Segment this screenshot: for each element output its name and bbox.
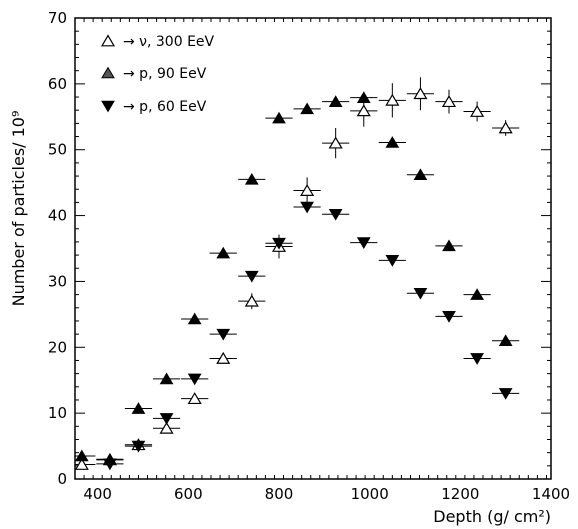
plot-frame <box>74 17 552 480</box>
x-tick-label: 800 <box>265 485 294 503</box>
data-point <box>300 201 314 214</box>
data-point <box>272 237 286 250</box>
y-tick-label: 20 <box>48 338 67 356</box>
data-point <box>159 372 174 385</box>
data-point <box>442 239 456 252</box>
data-point <box>187 312 202 325</box>
y-tick-label: 10 <box>48 404 67 422</box>
data-point <box>159 421 174 434</box>
series-2 <box>74 91 520 465</box>
data-points <box>74 77 520 471</box>
legend-label: → p, 60 EeV <box>123 99 207 115</box>
data-point <box>328 208 343 221</box>
data-point <box>470 288 484 300</box>
data-point <box>300 183 315 196</box>
data-point <box>244 294 259 307</box>
y-tick-label: 70 <box>48 9 67 27</box>
data-point <box>216 328 231 341</box>
data-point <box>244 172 259 185</box>
data-point <box>131 402 146 414</box>
x-tick-label: 400 <box>83 485 112 503</box>
data-point <box>244 270 259 283</box>
y-tick-label: 0 <box>57 470 67 488</box>
y-tick-label: 30 <box>48 272 67 290</box>
data-point <box>441 95 457 108</box>
data-point <box>470 104 485 117</box>
data-point <box>385 255 400 267</box>
data-point <box>385 93 400 106</box>
data-point <box>103 458 117 471</box>
data-point <box>356 104 371 117</box>
data-point <box>187 373 202 386</box>
data-point <box>356 91 371 103</box>
plot-border <box>74 17 552 480</box>
x-tick-label: 1200 <box>441 485 479 503</box>
x-tick-label: 1400 <box>532 485 570 503</box>
data-point <box>328 95 343 107</box>
data-point <box>498 121 513 134</box>
data-point <box>216 246 231 259</box>
y-tick-label: 40 <box>48 207 67 225</box>
data-point <box>498 388 513 400</box>
x-axis-label: Depth (g/ cm²) <box>433 507 551 526</box>
x-tick-label: 1000 <box>351 485 389 503</box>
series-3 <box>96 201 520 471</box>
data-point <box>385 136 400 148</box>
y-axis-label: Number of particles/ 10⁹ <box>9 111 28 307</box>
data-point <box>272 111 286 124</box>
data-point <box>328 136 343 149</box>
data-point <box>74 449 89 462</box>
y-tick-label: 60 <box>48 75 67 93</box>
legend: → ν, 300 EeV → p, 90 EeV → p, 60 EeV <box>100 34 215 115</box>
data-point <box>159 413 174 425</box>
data-point <box>356 237 371 249</box>
legend-label: → ν, 300 EeV <box>123 34 215 50</box>
legend-marker <box>101 100 115 113</box>
data-point <box>413 287 428 300</box>
data-point <box>187 392 202 405</box>
data-point <box>413 168 428 181</box>
data-point <box>300 102 314 115</box>
x-tick-label: 600 <box>174 485 203 503</box>
data-point <box>413 87 428 100</box>
data-point <box>442 311 456 323</box>
data-point <box>498 334 513 346</box>
data-point <box>74 457 89 470</box>
legend-marker <box>101 66 115 79</box>
data-point <box>216 351 231 364</box>
y-tick-label: 50 <box>48 141 67 159</box>
legend-marker <box>100 34 116 47</box>
axis-ticks: 400 600 800 1000 1200 1400 0 10 20 30 40 50 60 70 <box>48 9 570 503</box>
legend-label: → p, 90 EeV <box>123 66 207 82</box>
data-point <box>470 353 484 365</box>
data-point <box>131 440 146 453</box>
